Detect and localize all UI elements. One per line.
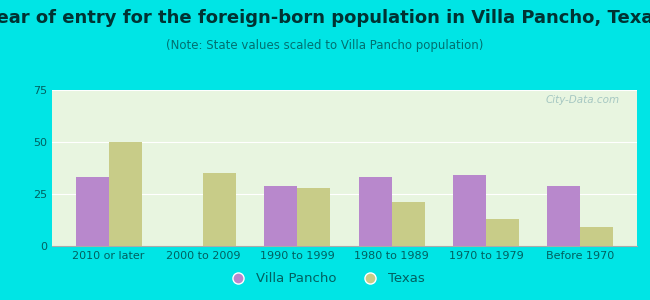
Bar — [75, 177, 109, 246]
Bar — [203, 173, 236, 246]
Bar — [392, 202, 424, 246]
Text: (Note: State values scaled to Villa Pancho population): (Note: State values scaled to Villa Panc… — [166, 39, 484, 52]
Bar — [486, 219, 519, 246]
Bar — [453, 175, 486, 246]
Text: City-Data.com: City-Data.com — [545, 95, 619, 105]
Text: Year of entry for the foreign-born population in Villa Pancho, Texas: Year of entry for the foreign-born popul… — [0, 9, 650, 27]
Bar — [580, 227, 614, 246]
Bar — [547, 186, 580, 246]
Bar — [297, 188, 330, 246]
Bar — [359, 177, 392, 246]
Bar — [265, 186, 297, 246]
Bar — [109, 142, 142, 246]
Legend: Villa Pancho, Texas: Villa Pancho, Texas — [220, 267, 430, 290]
